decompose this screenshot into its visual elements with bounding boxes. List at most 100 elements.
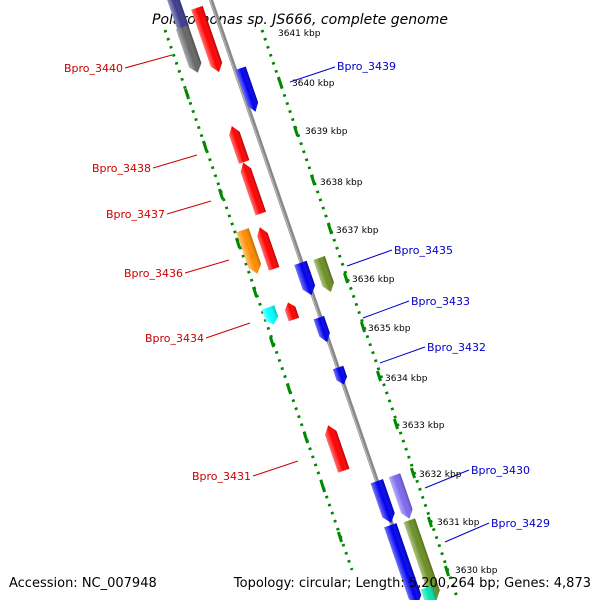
kbp-label: 3630 kbp — [455, 566, 498, 576]
gene-arrow-teal — [420, 585, 437, 600]
gene-arrow-gray-shade — [176, 25, 202, 73]
gene-arrow-blue — [235, 66, 259, 112]
gene-arrow-red — [325, 425, 350, 473]
gene-arrow-red — [229, 126, 250, 164]
label-leaders — [124, 54, 490, 543]
gene-arrow-blue-shade — [384, 523, 422, 600]
tick-mark — [302, 432, 310, 444]
kbp-label: 3639 kbp — [305, 127, 348, 137]
gene-arrow-olive — [403, 518, 440, 600]
kbp-label: 3638 kbp — [320, 178, 363, 188]
gene-arrow-blue-shade — [332, 365, 348, 385]
tick-mark — [342, 272, 350, 284]
gene-arrow-navy — [162, 0, 190, 36]
gene-arrow-olive — [313, 256, 334, 293]
gene-arrow-red — [240, 162, 267, 216]
tick-mark — [251, 286, 259, 298]
tick-mark — [326, 223, 334, 235]
label-leader-line — [424, 469, 470, 489]
gene-arrow-olive-shade — [313, 256, 334, 293]
gene-arrow-red-shade — [284, 302, 300, 322]
tick-marks — [183, 76, 451, 577]
gene-arrow-blue — [370, 479, 395, 523]
gene-features — [162, 0, 440, 600]
tick-mark — [217, 188, 225, 200]
label-leader-line — [444, 522, 490, 543]
tick-mark — [201, 140, 209, 152]
tick-mark — [375, 370, 383, 382]
gene-arrow-purple — [388, 473, 413, 519]
tick-mark — [409, 467, 417, 479]
gene-arrow-blue-shade — [294, 260, 316, 296]
gene-arrow-cyan-shade — [261, 305, 279, 325]
kbp-label: 3637 kbp — [336, 226, 379, 236]
gene-arrow-blue — [384, 523, 422, 600]
label-leader-line — [152, 154, 198, 169]
tick-mark — [183, 88, 191, 100]
gene-arrow-teal-shade — [420, 585, 437, 600]
kbp-label: 3636 kbp — [352, 275, 395, 285]
gene-arrow-red-shade — [191, 5, 223, 73]
kbp-label: 3640 kbp — [292, 79, 335, 89]
accession-text: Accession: NC_007948 — [9, 576, 157, 591]
tick-mark — [319, 481, 327, 493]
label-leader-line — [362, 300, 410, 319]
tick-mark — [392, 418, 400, 430]
gene-arrow-red-shade — [325, 425, 350, 473]
tick-mark — [443, 565, 451, 577]
gene-arrow-purple-shade — [388, 473, 413, 519]
gene-arrow-red-shade — [257, 227, 280, 271]
gene-arrow-red — [191, 5, 223, 73]
gene-label-bpro-3429[interactable]: Bpro_3429 — [491, 517, 550, 530]
gene-arrow-blue — [294, 260, 316, 296]
gene-label-bpro-3430[interactable]: Bpro_3430 — [471, 464, 530, 477]
label-leader-line — [205, 322, 251, 339]
tick-mark — [234, 237, 242, 249]
gene-arrow-blue-shade — [313, 315, 330, 343]
gene-label-bpro-3438[interactable]: Bpro_3438 — [92, 162, 151, 175]
gene-label-bpro-3433[interactable]: Bpro_3433 — [411, 295, 470, 308]
kbp-label: 3631 kbp — [437, 518, 480, 528]
label-leader-line — [166, 200, 212, 215]
tick-mark — [292, 125, 300, 137]
label-leader-line — [379, 346, 426, 364]
gene-arrow-blue — [332, 365, 348, 385]
tick-mark — [426, 516, 434, 528]
gene-label-bpro-3434[interactable]: Bpro_3434 — [145, 332, 204, 345]
tick-mark — [336, 531, 344, 543]
kbp-label: 3632 kbp — [419, 470, 462, 480]
gene-arrow-red — [257, 227, 280, 271]
gene-arrow-orange-shade — [236, 228, 262, 274]
gene-label-bpro-3440[interactable]: Bpro_3440 — [64, 62, 123, 75]
map-title: Polaromonas sp. JS666, complete genome — [152, 12, 448, 28]
gene-arrow-navy-shade — [162, 0, 190, 36]
gene-label-bpro-3435[interactable]: Bpro_3435 — [394, 244, 453, 257]
gene-label-bpro-3439[interactable]: Bpro_3439 — [337, 60, 396, 73]
gene-arrow-blue — [313, 315, 330, 343]
tick-mark — [359, 321, 367, 333]
label-leader-line — [252, 460, 299, 477]
outer-rail-left — [163, 29, 354, 571]
gene-label-bpro-3432[interactable]: Bpro_3432 — [427, 341, 486, 354]
gene-arrow-red — [284, 302, 300, 322]
tick-mark — [268, 336, 276, 348]
tick-mark — [285, 383, 293, 395]
gene-label-bpro-3437[interactable]: Bpro_3437 — [106, 208, 165, 221]
kbp-label: 3634 kbp — [385, 374, 428, 384]
gene-arrow-olive-shade — [403, 518, 440, 600]
gene-arrow-cyan — [261, 305, 279, 325]
label-leader-line — [346, 249, 393, 267]
gene-arrow-red-shade — [240, 162, 267, 216]
gene-arrow-gray — [176, 25, 202, 73]
gene-label-bpro-3436[interactable]: Bpro_3436 — [124, 267, 183, 280]
label-leader-line — [289, 66, 336, 83]
tick-mark — [309, 174, 317, 186]
gene-arrow-red-shade — [229, 126, 250, 164]
gene-arrow-orange — [236, 228, 262, 274]
gene-arrow-blue-shade — [370, 479, 395, 523]
kbp-label: 3641 kbp — [278, 29, 321, 39]
gene-label-bpro-3431[interactable]: Bpro_3431 — [192, 470, 251, 483]
label-leader-line — [184, 259, 230, 274]
kbp-label: 3633 kbp — [402, 421, 445, 431]
